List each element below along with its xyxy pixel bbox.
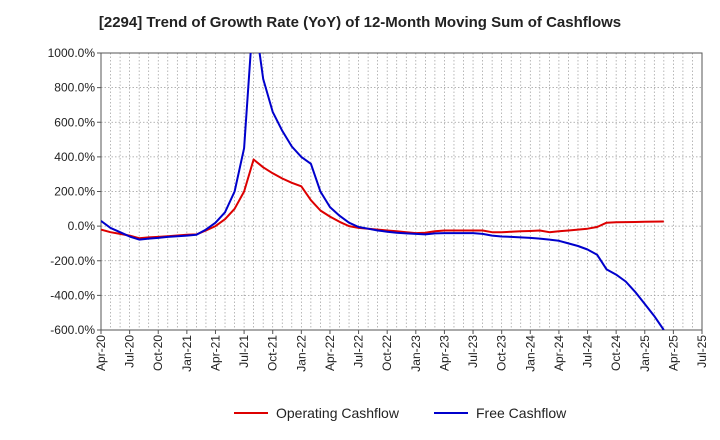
y-tick-label: 1000.0%: [48, 46, 96, 60]
x-tick-label: Jan-23: [409, 335, 423, 372]
x-tick-label: Jul-24: [581, 335, 595, 368]
chart-title: [2294] Trend of Growth Rate (YoY) of 12-…: [98, 14, 622, 31]
x-tick-label: Jul-22: [352, 335, 366, 368]
legend-item-operating-cashflow: Operating Cashflow: [234, 405, 399, 421]
legend-label-operating-cashflow: Operating Cashflow: [276, 405, 399, 421]
x-tick-label: Apr-25: [666, 335, 680, 371]
y-tick-label: 600.0%: [54, 115, 95, 129]
x-tick-label: Apr-23: [437, 335, 451, 371]
x-tick-label: Oct-24: [609, 335, 623, 371]
y-tick-label: -600.0%: [50, 323, 95, 337]
x-tick-label: Oct-20: [151, 335, 165, 371]
y-tick-label: -400.0%: [50, 288, 95, 302]
x-tick-label: Apr-21: [208, 335, 222, 371]
x-tick-label: Jul-23: [466, 335, 480, 368]
legend-label-free-cashflow: Free Cashflow: [476, 405, 567, 421]
x-tick-label: Jan-22: [294, 335, 308, 372]
x-tick-label: Jul-20: [123, 335, 137, 368]
x-tick-label: Jul-21: [237, 335, 251, 368]
x-tick-label: Oct-23: [495, 335, 509, 371]
x-tick-label: Apr-22: [323, 335, 337, 371]
x-tick-label: Oct-22: [380, 335, 394, 371]
legend-item-free-cashflow: Free Cashflow: [434, 405, 566, 421]
legend-swatch-operating-cashflow: [234, 412, 268, 414]
x-tick-label: Jul-25: [695, 335, 709, 368]
y-tick-label: 800.0%: [54, 81, 95, 95]
x-tick-label: Jan-21: [180, 335, 194, 372]
x-tick-label: Jan-25: [638, 335, 652, 372]
x-tick-label: Apr-20: [94, 335, 108, 371]
y-tick-label: 400.0%: [54, 150, 95, 164]
x-tick-label: Apr-24: [552, 335, 566, 371]
chart-legend: Operating Cashflow Free Cashflow: [0, 405, 720, 425]
y-tick-label: 200.0%: [54, 185, 95, 199]
x-tick-label: Oct-21: [266, 335, 280, 371]
y-tick-label: 0.0%: [68, 219, 96, 233]
legend-swatch-free-cashflow: [434, 412, 468, 414]
x-tick-label: Jan-24: [523, 335, 537, 372]
plot-area: [101, 53, 702, 330]
y-tick-label: -200.0%: [50, 254, 95, 268]
free-cashflow-line: [101, 53, 665, 330]
